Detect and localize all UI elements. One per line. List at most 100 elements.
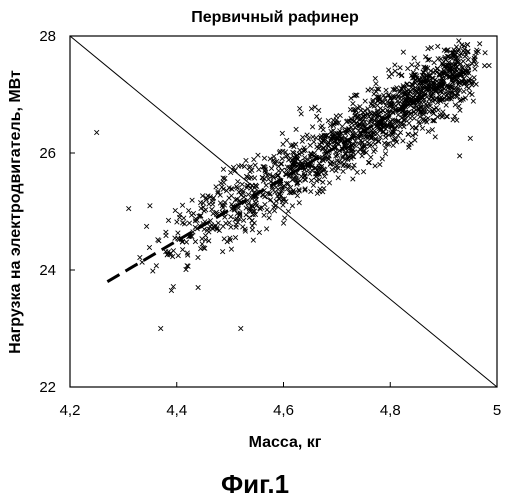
scatter-point bbox=[257, 167, 262, 172]
scatter-point bbox=[359, 108, 364, 113]
scatter-point bbox=[401, 50, 406, 55]
scatter-point bbox=[286, 209, 291, 214]
scatter-point bbox=[426, 129, 431, 134]
x-tick-label: 5 bbox=[493, 402, 501, 419]
scatter-point bbox=[264, 183, 269, 188]
scatter-point bbox=[237, 190, 242, 195]
scatter-point bbox=[412, 116, 417, 121]
scatter-point bbox=[207, 202, 212, 207]
scatter-point bbox=[266, 177, 271, 182]
scatter-point bbox=[277, 192, 282, 197]
scatter-point bbox=[435, 67, 440, 72]
scatter-point bbox=[487, 63, 492, 68]
scatter-point bbox=[473, 67, 478, 72]
scatter-point bbox=[378, 162, 383, 167]
trend-line bbox=[107, 68, 470, 282]
scatter-point bbox=[173, 236, 178, 241]
scatter-point bbox=[220, 249, 225, 254]
scatter-point bbox=[477, 41, 482, 46]
scatter-point bbox=[221, 167, 226, 172]
scatter-point bbox=[126, 206, 131, 211]
scatter-point bbox=[305, 133, 310, 138]
y-tick-label: 26 bbox=[39, 145, 56, 162]
scatter-point bbox=[306, 137, 311, 142]
scatter-point bbox=[340, 124, 345, 129]
scatter-point bbox=[94, 130, 99, 135]
scatter-point bbox=[240, 182, 245, 187]
scatter-point bbox=[300, 139, 305, 144]
scatter-point bbox=[280, 131, 285, 136]
scatter-point bbox=[203, 233, 208, 238]
scatter-point bbox=[375, 131, 380, 136]
scatter-point bbox=[317, 118, 322, 123]
scatter-point bbox=[252, 157, 257, 162]
scatter-point bbox=[295, 193, 300, 198]
scatter-point bbox=[200, 242, 205, 247]
scatter-point bbox=[413, 138, 418, 143]
scatter-point bbox=[436, 108, 441, 113]
scatter-point bbox=[158, 326, 163, 331]
scatter-point bbox=[416, 62, 421, 67]
scatter-point bbox=[461, 59, 466, 64]
scatter-point bbox=[429, 45, 434, 50]
scatter-point bbox=[239, 326, 244, 331]
scatter-point bbox=[308, 143, 313, 148]
scatter-point bbox=[196, 255, 201, 260]
scatter-point bbox=[458, 108, 463, 113]
scatter-point bbox=[341, 169, 346, 174]
scatter-point bbox=[433, 135, 438, 140]
scatter-point bbox=[187, 221, 192, 226]
scatter-point bbox=[374, 81, 379, 86]
scatter-point bbox=[405, 66, 410, 71]
scatter-point bbox=[482, 64, 487, 69]
scatter-point bbox=[383, 152, 388, 157]
scatter-point bbox=[373, 147, 378, 152]
scatter-point bbox=[280, 156, 285, 161]
scatter-point bbox=[384, 88, 389, 93]
scatter-point bbox=[414, 126, 419, 131]
figure-caption: Фиг.1 bbox=[221, 469, 289, 499]
scatter-point bbox=[260, 175, 265, 180]
scatter-point bbox=[373, 164, 378, 169]
scatter-point bbox=[190, 198, 195, 203]
chart-title: Первичный рафинер bbox=[191, 9, 359, 26]
scatter-point bbox=[150, 269, 155, 274]
scatter-point bbox=[366, 88, 371, 93]
scatter-point bbox=[356, 150, 361, 155]
scatter-point bbox=[311, 135, 316, 140]
scatter-point bbox=[214, 185, 219, 190]
scatter-point bbox=[406, 132, 411, 137]
scatter-point bbox=[148, 203, 153, 208]
scatter-point bbox=[398, 65, 403, 70]
scatter-point bbox=[386, 68, 391, 73]
scatter-point bbox=[242, 195, 247, 200]
scatter-point bbox=[454, 45, 459, 50]
scatter-point bbox=[240, 225, 245, 230]
scatter-point bbox=[182, 222, 187, 227]
scatter-point bbox=[363, 99, 368, 104]
scatter-point bbox=[281, 142, 286, 147]
scatter-point bbox=[414, 66, 419, 71]
scatter-point bbox=[309, 178, 314, 183]
scatter-point bbox=[342, 162, 347, 167]
scatter-point bbox=[391, 143, 396, 148]
y-tick-label: 28 bbox=[39, 28, 56, 45]
scatter-points bbox=[94, 39, 491, 331]
scatter-point bbox=[383, 146, 388, 151]
scatter-point bbox=[235, 179, 240, 184]
scatter-point bbox=[409, 141, 414, 146]
scatter-point bbox=[164, 233, 169, 238]
x-tick-label: 4,8 bbox=[380, 402, 401, 419]
scatter-point bbox=[412, 56, 417, 61]
scatter-point bbox=[326, 118, 331, 123]
scatter-point bbox=[311, 183, 316, 188]
scatter-point bbox=[366, 160, 371, 165]
scatter-point bbox=[297, 106, 302, 111]
scatter-point bbox=[235, 186, 240, 191]
scatter-point bbox=[330, 167, 335, 172]
scatter-point bbox=[282, 216, 287, 221]
scatter-point bbox=[373, 76, 378, 81]
scatter-point bbox=[281, 221, 286, 226]
scatter-point bbox=[269, 166, 274, 171]
